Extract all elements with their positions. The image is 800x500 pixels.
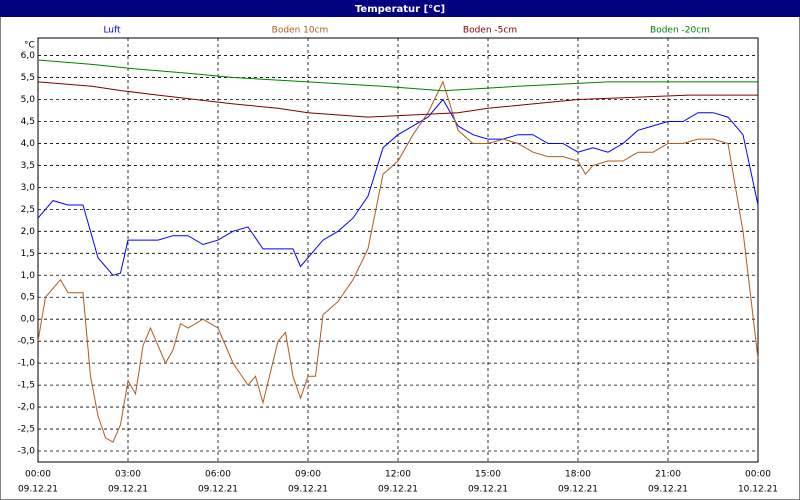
x-tick-label: 15:00 — [475, 470, 501, 480]
y-unit: °C — [24, 41, 35, 51]
x-tick-label: 00:00 — [745, 470, 771, 480]
y-tick-label: 5,0 — [21, 95, 36, 105]
chart-title: Temperatur [°C] — [355, 4, 445, 15]
y-tick-label: -2,0 — [17, 403, 35, 413]
x-tick-date: 10.12.21 — [738, 485, 778, 495]
series-line — [37, 59, 758, 92]
y-tick-label: -0,5 — [17, 337, 35, 347]
y-tick-label: 2,0 — [21, 227, 36, 237]
x-tick-date: 09.12.21 — [378, 485, 418, 495]
y-tick-label: 2,5 — [21, 205, 35, 215]
plot-border — [37, 37, 759, 463]
y-tick-label: -2,5 — [17, 425, 35, 435]
x-tick-date: 09.12.21 — [468, 485, 508, 495]
y-tick-label: 1,5 — [21, 249, 35, 259]
y-tick-label: 5,5 — [21, 73, 35, 83]
series-line — [37, 80, 759, 443]
x-tick-date: 09.12.21 — [648, 485, 688, 495]
x-tick-date: 09.12.21 — [198, 485, 238, 495]
legend-entry: Boden -20cm — [650, 26, 710, 36]
x-tick-label: 18:00 — [565, 470, 591, 480]
y-tick-label: -3,0 — [17, 447, 35, 457]
y-tick-label: 3,0 — [21, 183, 36, 193]
x-tick-label: 06:00 — [205, 470, 231, 480]
y-tick-label: 6,0 — [21, 51, 36, 61]
x-tick-date: 09.12.21 — [288, 485, 328, 495]
x-tick-date: 09.12.21 — [108, 485, 148, 495]
series-line — [37, 81, 758, 118]
title-bar — [0, 0, 800, 17]
y-tick-label: 1,0 — [21, 271, 36, 281]
y-tick-label: -1,5 — [17, 381, 35, 391]
y-tick-label: -1,0 — [17, 359, 35, 369]
y-tick-label: 3,5 — [21, 161, 35, 171]
x-tick-label: 12:00 — [385, 470, 411, 480]
x-tick-label: 00:00 — [25, 470, 51, 480]
x-tick-date: 09.12.21 — [558, 485, 598, 495]
legend-entry: Boden 10cm — [272, 26, 329, 36]
y-tick-label: 4,5 — [21, 117, 35, 127]
legend-entry: Luft — [103, 26, 121, 36]
y-tick-label: 4,0 — [21, 139, 36, 149]
x-tick-label: 09:00 — [295, 470, 321, 480]
y-tick-label: 0,5 — [21, 293, 35, 303]
y-tick-label: 0,0 — [21, 315, 36, 325]
x-tick-date: 09.12.21 — [18, 485, 58, 495]
series-line — [37, 98, 759, 276]
legend-entry: Boden -5cm — [463, 26, 517, 36]
x-tick-label: 03:00 — [115, 470, 141, 480]
x-tick-label: 21:00 — [655, 470, 681, 480]
